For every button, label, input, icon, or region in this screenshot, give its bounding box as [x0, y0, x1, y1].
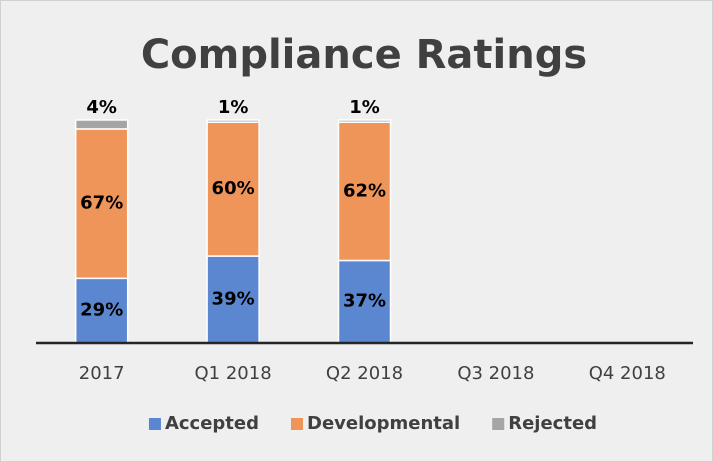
data-label: 1% [218, 97, 249, 118]
bar-segment [337, 119, 392, 123]
data-label: 39% [212, 289, 255, 310]
legend-label: Accepted [165, 413, 259, 434]
bar-segment [337, 259, 392, 344]
bar-segment [337, 121, 392, 262]
bar-segment [74, 119, 129, 130]
x-tick-label: Q2 2018 [326, 363, 403, 384]
bar-segment [206, 119, 260, 123]
data-label: 29% [80, 300, 123, 321]
legend-swatch [148, 418, 161, 430]
x-tick-label: Q4 2018 [589, 363, 666, 384]
bar-segment [206, 121, 260, 257]
x-tick-label: Q1 2018 [195, 363, 272, 384]
bar-segment [206, 255, 260, 344]
bar-segment [74, 277, 129, 344]
legend-label: Rejected [508, 413, 597, 434]
data-label: 1% [349, 97, 380, 118]
legend-swatch [291, 418, 304, 430]
data-label: 4% [86, 97, 117, 118]
x-tick-label: Q3 2018 [457, 363, 534, 384]
data-label: 67% [80, 193, 123, 214]
legend-swatch [492, 418, 505, 430]
data-label: 60% [212, 178, 255, 199]
chart-title: Compliance Ratings [141, 32, 587, 78]
data-label: 62% [343, 180, 386, 201]
legend-label: Developmental [307, 413, 460, 434]
x-tick-label: 2017 [79, 363, 125, 384]
data-label: 37% [343, 291, 386, 312]
